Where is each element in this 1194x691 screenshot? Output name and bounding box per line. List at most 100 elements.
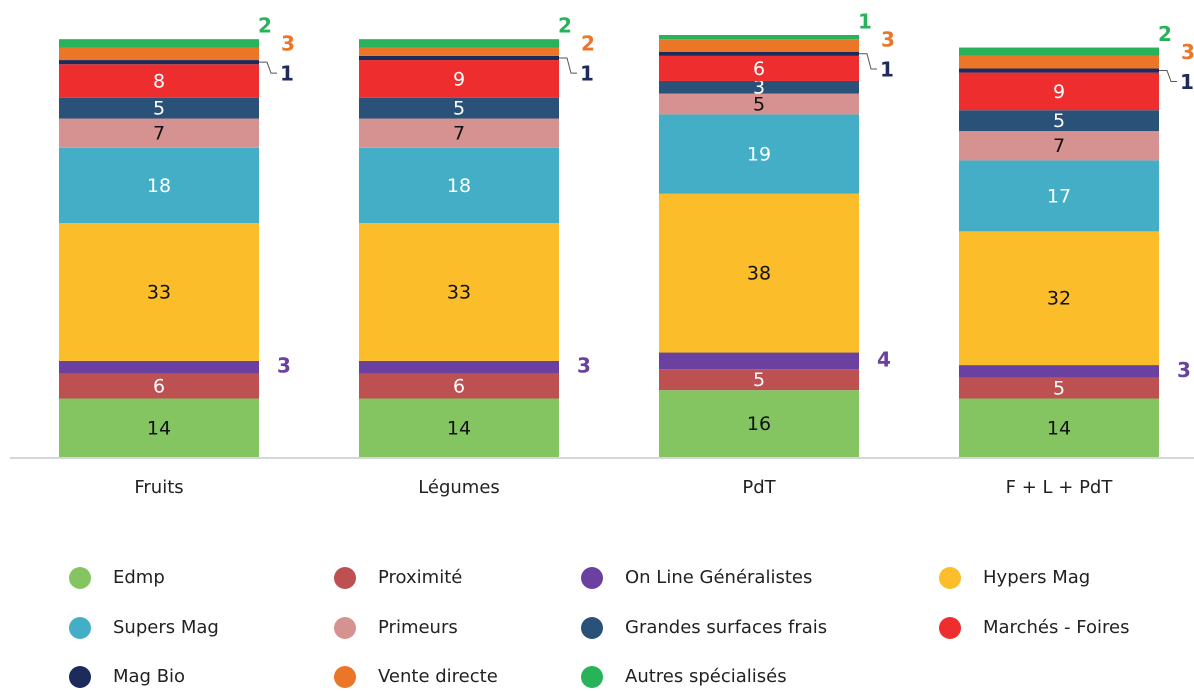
bar-segment — [359, 97, 559, 119]
data-label: 7 — [453, 123, 465, 145]
bar-segment — [359, 147, 559, 224]
data-label: 33 — [447, 281, 471, 303]
bar-segment — [359, 398, 559, 457]
bar-segment — [659, 369, 859, 391]
legend-label: Primeurs — [378, 617, 458, 638]
data-label: 3 — [881, 28, 895, 52]
bar-segment — [959, 398, 1159, 457]
legend-label: On Line Généralistes — [625, 567, 812, 588]
data-label: 3 — [277, 354, 291, 378]
bar-segment — [59, 398, 259, 457]
data-label: 4 — [877, 347, 891, 371]
data-label: 5 — [1053, 110, 1065, 132]
data-label: 5 — [453, 98, 465, 120]
x-tick-label: Fruits — [134, 477, 183, 498]
bar-segment — [659, 80, 859, 94]
bar-segment — [959, 55, 1159, 69]
bar-segment — [59, 47, 259, 61]
bar-segment — [359, 60, 559, 98]
bar-segment — [659, 93, 859, 115]
x-tick-label: PdT — [742, 477, 776, 498]
data-label: 32 — [1047, 288, 1071, 310]
data-label: 5 — [153, 98, 165, 120]
legend-swatch — [69, 567, 91, 589]
data-label: 33 — [147, 281, 171, 303]
data-label: 9 — [1053, 81, 1065, 103]
data-label: 6 — [153, 375, 165, 397]
legend-swatch — [581, 666, 603, 688]
legend-swatch — [581, 617, 603, 639]
data-label: 7 — [1053, 135, 1065, 157]
bar-segment — [959, 110, 1159, 132]
bar-segment — [959, 377, 1159, 399]
data-label: 38 — [747, 263, 771, 285]
bar-segment — [959, 68, 1159, 73]
bar-segment — [59, 360, 259, 374]
bar-segment — [659, 55, 859, 81]
leader-line — [559, 57, 577, 74]
bar-segment — [59, 60, 259, 65]
data-label: 8 — [153, 70, 165, 92]
data-label: 1 — [858, 10, 872, 34]
bar-segment — [659, 193, 859, 353]
data-label: 1 — [880, 58, 894, 82]
bar-segment — [59, 39, 259, 48]
data-label: 1 — [280, 62, 294, 86]
data-label: 3 — [577, 354, 591, 378]
bar-segment — [959, 160, 1159, 232]
leader-line — [859, 53, 877, 70]
data-label: 3 — [281, 32, 295, 56]
bar-segment — [359, 118, 559, 148]
data-label: 14 — [447, 417, 471, 439]
data-label: 9 — [453, 68, 465, 90]
legend-swatch — [939, 567, 961, 589]
legend-swatch — [69, 617, 91, 639]
data-label: 3 — [1177, 358, 1191, 382]
x-tick-label: F + L + PdT — [1006, 477, 1114, 498]
legend-label: Marchés - Foires — [983, 617, 1129, 638]
data-label: 18 — [447, 175, 471, 197]
data-label: 3 — [753, 77, 765, 99]
bar-segment — [959, 365, 1159, 378]
legend-swatch — [334, 666, 356, 688]
data-label: 17 — [1047, 185, 1071, 207]
legend-label: Vente directe — [378, 666, 498, 687]
data-label: 1 — [1180, 70, 1194, 94]
data-label: 5 — [753, 369, 765, 391]
legend-label: Mag Bio — [113, 666, 185, 687]
data-label: 16 — [747, 413, 771, 435]
bar-segment — [659, 114, 859, 194]
data-label: 5 — [1053, 378, 1065, 400]
bar-segment — [59, 97, 259, 119]
legend-swatch — [334, 567, 356, 589]
bar-segment — [659, 39, 859, 52]
bar-segment — [59, 223, 259, 361]
data-label: 6 — [753, 58, 765, 80]
data-label: 6 — [453, 375, 465, 397]
legend-label: Edmp — [113, 567, 165, 588]
bar-segment — [659, 35, 859, 40]
bar-segment — [59, 147, 259, 224]
data-label: 2 — [581, 32, 595, 56]
data-label: 2 — [1158, 22, 1172, 46]
bar-segment — [659, 390, 859, 457]
legend-label: Grandes surfaces frais — [625, 617, 827, 638]
bar-segment — [59, 373, 259, 399]
data-label: 14 — [1047, 417, 1071, 439]
data-label: 3 — [1181, 40, 1194, 64]
bar-segment — [359, 223, 559, 361]
data-label: 7 — [153, 123, 165, 145]
bar-segment — [959, 231, 1159, 366]
bar-segment — [659, 352, 859, 370]
legend-swatch — [939, 617, 961, 639]
bar-segment — [959, 72, 1159, 111]
legend-swatch — [69, 666, 91, 688]
legend-label: Proximité — [378, 567, 462, 588]
bar-segment — [59, 64, 259, 98]
legend-label: Hypers Mag — [983, 567, 1090, 588]
bar-segment — [359, 373, 559, 399]
bar-segment — [59, 118, 259, 148]
legend-label: Supers Mag — [113, 617, 219, 638]
bar-segment — [359, 39, 559, 48]
